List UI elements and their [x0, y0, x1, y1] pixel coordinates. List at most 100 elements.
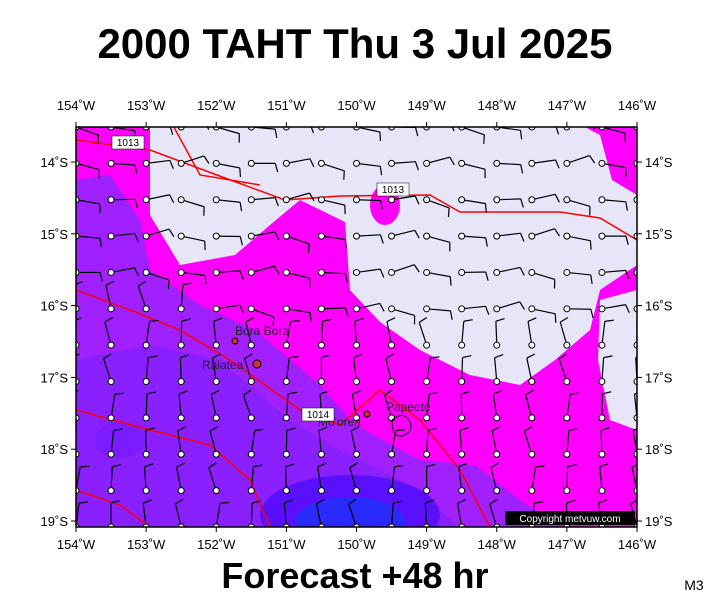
- isobar-label: 1014: [307, 410, 330, 421]
- station: [247, 196, 255, 204]
- barb-staff: [110, 430, 115, 455]
- barb-flag: [459, 426, 469, 431]
- station: [353, 414, 360, 422]
- wind-barbs: [76, 127, 637, 527]
- barb-flag: [99, 238, 103, 248]
- barb-flag: [289, 355, 299, 359]
- barb-flag: [169, 160, 174, 170]
- station: [142, 305, 150, 313]
- barb-staff: [350, 430, 358, 455]
- barb-staff: [601, 304, 626, 310]
- barb-staff: [317, 466, 323, 491]
- station: [528, 159, 536, 167]
- barb-flag: [636, 320, 637, 322]
- barb-staff: [458, 466, 463, 491]
- station: [423, 450, 431, 458]
- barb-staff: [391, 308, 415, 317]
- barb-staff: [285, 357, 290, 382]
- lon-label: 153˚W: [127, 537, 166, 552]
- barb-flag: [418, 316, 428, 323]
- barb-staff: [286, 308, 311, 314]
- station: [353, 159, 360, 167]
- station: [493, 341, 501, 349]
- barb-staff: [601, 269, 626, 274]
- lon-label: 149˚W: [407, 537, 446, 552]
- barb-staff: [461, 127, 485, 136]
- station: [388, 450, 396, 458]
- barb-staff: [321, 307, 346, 310]
- barb-flag: [142, 499, 152, 504]
- barb-flag: [495, 317, 505, 322]
- barb-staff: [242, 395, 252, 419]
- station: [423, 378, 431, 386]
- barb-staff: [526, 357, 533, 382]
- barb-staff: [181, 127, 184, 128]
- barb-flag: [321, 354, 331, 359]
- barb-staff: [216, 162, 240, 169]
- lon-label: 152˚W: [197, 98, 236, 113]
- barb-flag: [97, 135, 100, 145]
- barb-flag: [449, 156, 455, 166]
- barb-staff: [251, 265, 275, 274]
- station: [247, 487, 255, 495]
- barb-staff: [566, 271, 591, 276]
- barb-flag: [558, 353, 567, 360]
- barb-staff: [110, 394, 116, 419]
- barb-staff: [356, 234, 381, 237]
- barb-flag: [449, 310, 453, 320]
- island: [231, 337, 239, 345]
- station: [458, 378, 466, 386]
- barb-staff: [177, 430, 182, 455]
- station: [423, 414, 431, 422]
- lon-label: 150˚W: [337, 98, 376, 113]
- station: [282, 305, 290, 313]
- station: [142, 414, 150, 422]
- station: [282, 232, 290, 240]
- lon-label: 151˚W: [267, 537, 306, 552]
- barb-flag: [274, 231, 280, 241]
- station: [177, 378, 185, 386]
- island: [252, 359, 262, 369]
- barb-staff: [208, 467, 217, 491]
- barb-staff: [321, 199, 345, 206]
- station: [177, 341, 185, 349]
- lon-label: 153˚W: [127, 98, 166, 113]
- station: [177, 487, 185, 495]
- barb-staff: [285, 393, 289, 418]
- barb-staff: [601, 199, 626, 203]
- barb-flag: [384, 389, 393, 396]
- barb-staff: [426, 235, 450, 243]
- station: [177, 450, 185, 458]
- barb-staff: [145, 393, 148, 418]
- barb-staff: [215, 503, 221, 527]
- station: [282, 268, 290, 276]
- barb-flag: [555, 159, 560, 169]
- barb-flag: [413, 264, 420, 273]
- barb-staff: [494, 357, 498, 382]
- station: [423, 196, 431, 204]
- barb-flag: [206, 127, 210, 130]
- barb-flag: [379, 166, 383, 176]
- isobar-label: 1013: [117, 138, 140, 149]
- barb-flag: [484, 203, 487, 213]
- station: [142, 232, 150, 240]
- barb-flag: [316, 498, 325, 505]
- barb-staff: [321, 235, 346, 241]
- barb-flag: [566, 499, 576, 504]
- barb-staff: [216, 199, 241, 203]
- barb-staff: [496, 266, 521, 274]
- barb-staff: [210, 394, 217, 419]
- barb-flag: [630, 499, 637, 505]
- barb-flag: [169, 194, 175, 204]
- lon-label: 148˚W: [478, 537, 517, 552]
- barb-staff: [145, 357, 149, 382]
- barb-staff: [146, 194, 170, 201]
- barb-flag: [527, 317, 537, 323]
- station: [107, 450, 115, 458]
- barb-staff: [76, 415, 77, 418]
- barb-staff: [104, 321, 112, 346]
- barb-staff: [286, 271, 310, 279]
- station: [528, 487, 536, 495]
- barb-staff: [424, 503, 428, 527]
- barb-staff: [179, 357, 182, 382]
